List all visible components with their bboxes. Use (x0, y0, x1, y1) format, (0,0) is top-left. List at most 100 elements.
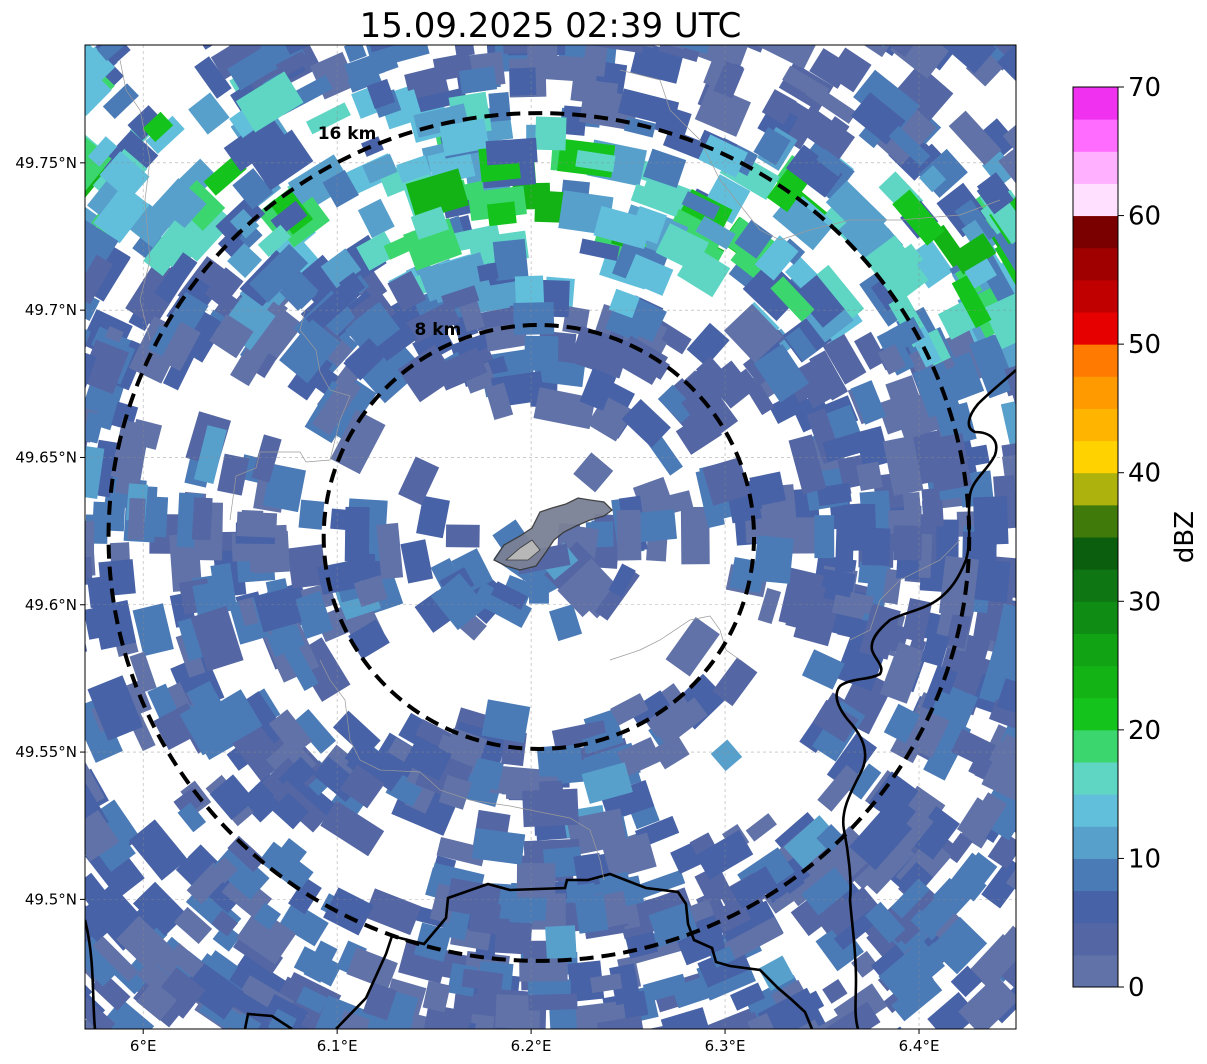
radar-cell (1015, 471, 1016, 495)
radar-cell (400, 539, 434, 584)
radar-cell (214, 1026, 263, 1029)
radar-cell (490, 581, 528, 610)
radar-cell (87, 575, 116, 609)
radar-cell (950, 965, 983, 998)
radar-cell (847, 592, 874, 615)
radar-cell (85, 809, 120, 862)
radar-cell (695, 830, 754, 880)
radar-cell (96, 45, 129, 61)
radar-cell (848, 763, 882, 800)
radar-cell (481, 699, 531, 744)
admin-boundaries (85, 59, 1016, 1029)
colorbar-frame (1072, 86, 1119, 988)
radar-cell (823, 886, 883, 944)
radar-cell (854, 425, 891, 470)
colorbar-segment (1073, 344, 1118, 377)
radar-cell (343, 337, 386, 381)
radar-cell (194, 56, 232, 99)
radar-cell (770, 990, 825, 1029)
radar-cell (890, 45, 952, 79)
commune-boundary-south (319, 659, 605, 881)
radar-cell (344, 740, 404, 792)
radar-cell (629, 205, 668, 245)
radar-cell (575, 150, 616, 173)
axis-ticks: 6°E 6.1°E 6.2°E 6.3°E 6.4°E 49.75°N 49.7°N 49.6… (15, 154, 939, 1055)
colorbar-segment (1073, 537, 1118, 570)
radar-cell (102, 83, 139, 119)
radar-cell (322, 169, 359, 208)
radar-cell (279, 319, 341, 384)
radar-cell (596, 1015, 644, 1029)
radar-cell (534, 200, 568, 223)
radar-cell (173, 906, 213, 945)
colorbar-segment (1073, 826, 1118, 859)
radar-cell (129, 651, 157, 693)
radar-cell (259, 45, 306, 71)
radar-cell (934, 402, 977, 448)
radar-cell (471, 828, 526, 865)
radar-cell (91, 799, 140, 852)
radar-cell (293, 708, 336, 754)
radar-cell (450, 331, 496, 360)
radar-cell (680, 506, 710, 565)
range-ring-16km (106, 111, 972, 963)
radar-cell (901, 597, 933, 643)
radar-cell (362, 982, 397, 1021)
radar-cell (294, 1013, 344, 1029)
radar-cell (284, 646, 319, 691)
radar-cell (116, 915, 174, 973)
radar-cell (634, 509, 678, 543)
radar-cell (288, 877, 322, 915)
radar-cell (854, 331, 887, 370)
radar-cell (236, 511, 278, 538)
radar-cell (353, 574, 388, 608)
radar-cell (85, 790, 86, 832)
radar-cell (996, 45, 1016, 83)
radar-cell (433, 734, 482, 774)
radar-cell (610, 693, 649, 726)
radar-cell (361, 136, 384, 157)
radar-cell (665, 616, 720, 677)
radar-cell (181, 961, 244, 1020)
radar-cell (879, 641, 927, 704)
radar-cell (857, 561, 882, 585)
radar-cell (376, 522, 404, 580)
radar-cell (686, 322, 730, 367)
colorbar-segment (1073, 183, 1118, 217)
radar-cell (770, 276, 815, 322)
border-southwest (85, 919, 97, 1029)
radar-cell (885, 375, 932, 439)
radar-cell (275, 51, 309, 78)
radar-cell (919, 165, 947, 193)
radar-cell (191, 497, 213, 541)
radar-cell (976, 176, 1014, 215)
radar-cell (590, 973, 623, 994)
border-south-small (243, 1012, 293, 1029)
radar-cell (861, 527, 891, 566)
radar-cell (312, 375, 362, 436)
radar-cell (258, 841, 314, 892)
radar-cell (442, 347, 488, 388)
radar-cell (938, 555, 979, 617)
radar-reflectivity-layer (85, 45, 1016, 1060)
radar-cell (429, 1036, 472, 1060)
radar-cell (816, 823, 845, 853)
radar-cell (695, 216, 736, 250)
radar-cell (223, 114, 288, 172)
colorbar-tick-label: 10 (1128, 844, 1161, 874)
radar-cell (630, 183, 682, 217)
radar-cell (891, 974, 943, 1022)
lon-tick-label: 6.3°E (705, 1037, 746, 1055)
radar-cell (628, 690, 671, 726)
radar-cell (621, 399, 671, 448)
radar-cell (413, 922, 452, 963)
radar-cell (346, 947, 398, 990)
radar-cell (868, 771, 919, 823)
radar-cell (190, 605, 244, 672)
colorbar-segment (1073, 119, 1118, 152)
radar-cell (973, 558, 1011, 603)
radar-cell (352, 301, 401, 350)
radar-cell (422, 980, 451, 1013)
